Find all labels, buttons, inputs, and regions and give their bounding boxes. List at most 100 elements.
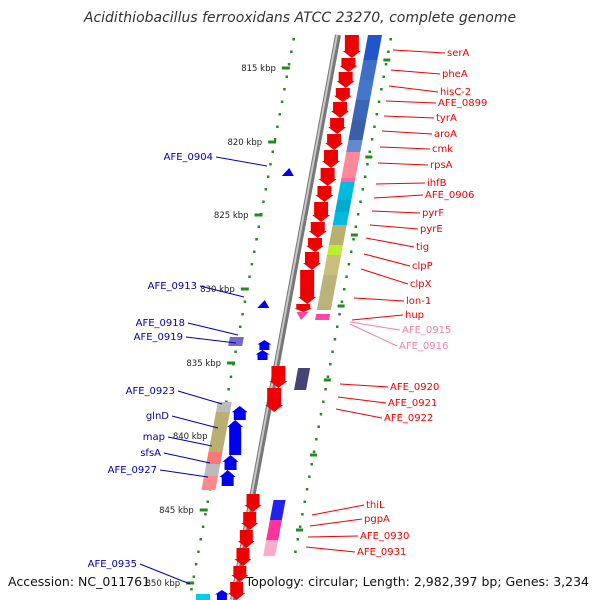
cog-band-segment	[337, 182, 355, 200]
kbp-label: 820 kbp	[227, 138, 262, 148]
tick-dot-left	[292, 38, 295, 41]
gene-label-right: hisC-2	[440, 87, 471, 98]
gene-label-right: AFE_0931	[357, 547, 406, 558]
cog-band-segment	[352, 100, 370, 120]
reverse-gene-arrow	[227, 420, 244, 455]
map-title: Acidithiobacillus ferrooxidans ATCC 2327…	[83, 10, 516, 26]
tick-dot-right	[336, 325, 339, 328]
cog-band-left	[208, 412, 230, 452]
tick-dot-left	[269, 163, 272, 166]
tick-dot-left	[227, 388, 230, 391]
major-tick	[186, 581, 195, 585]
forward-gene-arrow	[265, 388, 284, 412]
reverse-gene-arrow	[231, 406, 248, 420]
gene-label-right: clpX	[410, 279, 432, 290]
kbp-label: 835 kbp	[186, 359, 221, 369]
tick-dot-left	[243, 300, 247, 303]
cog-band-segment	[348, 120, 367, 140]
cog-band-left	[228, 337, 244, 346]
forward-gene-arrow	[318, 168, 337, 186]
right-leader-line	[309, 518, 363, 527]
tick-dot-right	[368, 150, 372, 153]
tick-dot-left	[206, 500, 209, 503]
gene-label-right: hup	[405, 310, 424, 321]
right-leader-line	[363, 253, 411, 267]
gene-label-right: AFE_0899	[438, 98, 487, 109]
cog-box	[263, 540, 279, 556]
cog-band-segment	[335, 200, 352, 212]
tick-dot-right	[389, 38, 392, 41]
topology-text: Topology: circular; Length: 2,982,397 bp…	[245, 574, 589, 589]
kbp-label: 850 kbp	[146, 579, 181, 589]
right-leader-line	[373, 194, 424, 199]
gene-label-right: AFE_0930	[360, 531, 409, 542]
kbp-label: 840 kbp	[173, 432, 208, 442]
cog-band-segment	[332, 212, 350, 225]
right-major-tick	[383, 58, 391, 62]
cog-band-segment	[340, 178, 356, 182]
tick-dot-right	[375, 113, 379, 116]
major-tick	[281, 66, 290, 70]
cog-band-left	[215, 402, 232, 412]
cog-band-segment	[315, 314, 331, 320]
tick-dot-right	[342, 288, 346, 291]
right-major-tick	[365, 155, 373, 159]
right-leader-line	[305, 546, 356, 553]
gene-label-right: rpsA	[430, 160, 453, 171]
tick-dot-left	[201, 525, 205, 528]
tick-dot-right	[303, 500, 306, 503]
tick-dot-right	[370, 138, 374, 141]
left-leader-line	[139, 563, 191, 585]
reverse-gene-arrow	[257, 340, 272, 350]
tick-dot-left	[257, 225, 261, 228]
cog-box	[266, 520, 282, 540]
gene-label-right: cmk	[432, 144, 453, 155]
tick-dot-left	[229, 375, 233, 378]
reverse-gene-arrow	[219, 470, 236, 486]
tick-dot-left	[241, 313, 244, 316]
forward-gene-arrow	[269, 366, 288, 388]
left-leader-line	[187, 322, 239, 336]
gene-label-left: AFE_0923	[126, 386, 175, 397]
left-leader-line	[171, 415, 219, 429]
tick-dot-right	[326, 375, 330, 378]
tick-dot-right	[340, 300, 344, 303]
tick-dot-right	[308, 475, 311, 478]
major-tick	[227, 361, 236, 365]
gene-label-right: serA	[447, 48, 469, 59]
gene-label-right: tig	[416, 242, 429, 253]
forward-gene-arrow	[339, 58, 358, 72]
gene-label-left: map	[143, 432, 165, 443]
gene-label-right: pgpA	[364, 514, 390, 525]
right-major-tick	[323, 378, 331, 382]
left-leader-line	[215, 156, 268, 167]
cog-edge-box	[196, 594, 210, 600]
right-leader-line	[375, 182, 426, 185]
right-leader-line	[351, 314, 404, 321]
tick-dot-left	[239, 325, 242, 328]
cog-band-left	[206, 452, 223, 464]
tick-dot-right	[317, 425, 320, 428]
tick-dot-left	[262, 200, 265, 203]
gene-label-left: AFE_0913	[148, 281, 197, 292]
left-leader-line	[167, 436, 213, 447]
right-leader-line	[390, 69, 441, 75]
tick-dot-left	[287, 63, 291, 66]
cog-band-segment	[316, 275, 338, 310]
gene-label-left: AFE_0935	[88, 559, 137, 570]
left-leader-line	[163, 452, 211, 464]
right-major-tick	[296, 528, 304, 532]
kbp-label: 825 kbp	[214, 211, 249, 221]
kbp-label: 845 kbp	[159, 506, 194, 516]
gene-label-right: aroA	[434, 129, 457, 140]
tick-dot-right	[301, 513, 304, 516]
tick-dot-right	[349, 250, 353, 253]
tick-dot-left	[290, 50, 293, 53]
cog-band-segment	[323, 255, 342, 275]
tick-dot-right	[319, 413, 323, 416]
major-tick	[240, 287, 249, 291]
kbp-label: 815 kbp	[241, 64, 276, 74]
reverse-gene-marker	[281, 168, 294, 176]
tick-dot-right	[361, 188, 365, 191]
